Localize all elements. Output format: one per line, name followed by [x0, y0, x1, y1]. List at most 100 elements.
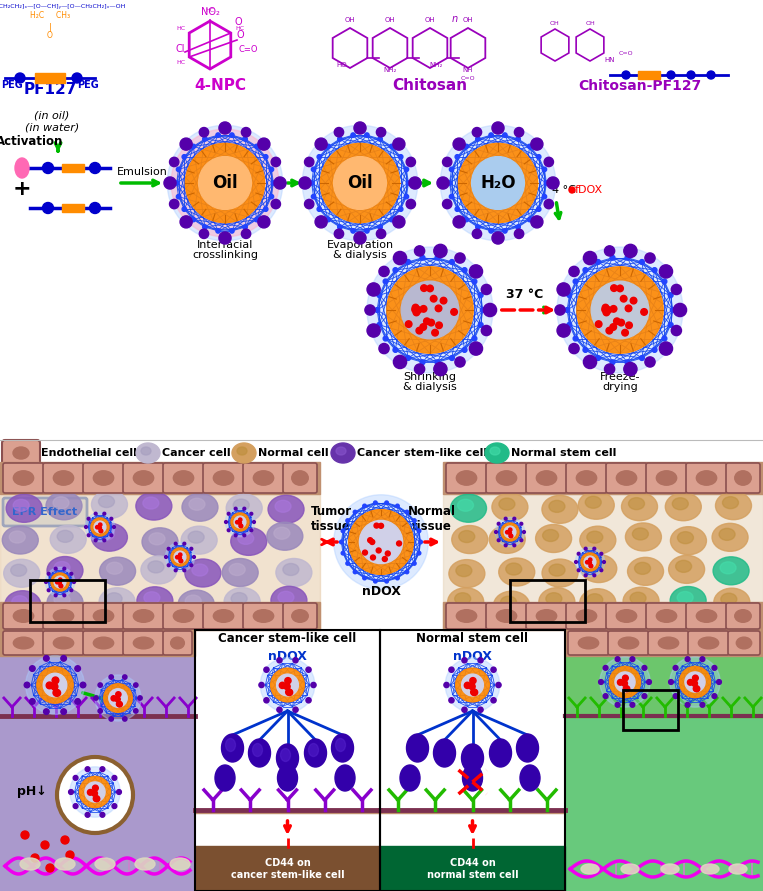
Circle shape [255, 217, 259, 222]
Ellipse shape [144, 592, 160, 604]
Circle shape [602, 305, 609, 311]
Circle shape [415, 307, 422, 314]
Circle shape [520, 522, 523, 525]
Circle shape [602, 307, 608, 313]
Circle shape [414, 364, 425, 374]
Circle shape [712, 666, 716, 670]
Circle shape [462, 267, 467, 273]
Circle shape [625, 360, 630, 364]
Circle shape [111, 696, 116, 701]
Circle shape [85, 782, 105, 802]
Circle shape [610, 306, 617, 312]
Circle shape [165, 556, 167, 559]
Ellipse shape [712, 523, 748, 552]
Circle shape [385, 551, 390, 556]
Circle shape [98, 523, 102, 527]
Circle shape [501, 523, 519, 541]
Circle shape [514, 229, 523, 239]
Circle shape [54, 576, 66, 588]
Circle shape [104, 683, 132, 712]
Circle shape [362, 550, 368, 555]
Circle shape [241, 229, 251, 239]
Circle shape [203, 225, 207, 229]
Circle shape [513, 544, 516, 547]
Circle shape [639, 356, 644, 361]
Text: C=O: C=O [238, 45, 258, 54]
Circle shape [190, 564, 193, 567]
Circle shape [346, 519, 349, 522]
Circle shape [393, 138, 405, 151]
Ellipse shape [188, 531, 204, 544]
Ellipse shape [621, 864, 639, 874]
Ellipse shape [276, 559, 312, 586]
Circle shape [285, 677, 291, 683]
Circle shape [37, 666, 73, 703]
Circle shape [667, 71, 675, 79]
Circle shape [472, 336, 477, 341]
Ellipse shape [136, 492, 172, 520]
Circle shape [334, 127, 343, 137]
Circle shape [54, 594, 57, 597]
Ellipse shape [455, 593, 471, 605]
Circle shape [481, 325, 491, 336]
Ellipse shape [492, 493, 528, 521]
Circle shape [176, 168, 181, 172]
Circle shape [276, 674, 298, 696]
Circle shape [583, 267, 588, 273]
Circle shape [481, 307, 485, 313]
Circle shape [271, 158, 281, 167]
Ellipse shape [54, 593, 70, 606]
Circle shape [56, 581, 59, 584]
Circle shape [662, 279, 667, 284]
Circle shape [639, 259, 644, 265]
Circle shape [396, 504, 399, 508]
Ellipse shape [542, 559, 578, 587]
Ellipse shape [149, 533, 165, 544]
Ellipse shape [677, 592, 693, 603]
Circle shape [286, 690, 293, 696]
Circle shape [85, 767, 90, 772]
Ellipse shape [13, 470, 34, 486]
Ellipse shape [106, 593, 122, 605]
Circle shape [326, 217, 330, 222]
Ellipse shape [13, 499, 29, 511]
Circle shape [387, 266, 473, 353]
Circle shape [263, 155, 268, 159]
Ellipse shape [670, 586, 706, 615]
Circle shape [509, 528, 512, 531]
Text: Normal
tissue: Normal tissue [408, 505, 456, 533]
Circle shape [103, 539, 106, 542]
Ellipse shape [137, 587, 173, 615]
Circle shape [497, 522, 500, 525]
Circle shape [625, 305, 632, 312]
Ellipse shape [714, 588, 750, 617]
Bar [0, 494, 320, 630]
FancyBboxPatch shape [726, 603, 760, 629]
Ellipse shape [716, 492, 752, 519]
Circle shape [462, 347, 467, 352]
Ellipse shape [494, 591, 530, 619]
Circle shape [585, 560, 589, 564]
Circle shape [478, 707, 483, 712]
Circle shape [449, 356, 454, 361]
Circle shape [277, 707, 282, 712]
Ellipse shape [182, 494, 218, 521]
Ellipse shape [185, 559, 221, 587]
Circle shape [625, 256, 630, 260]
Circle shape [489, 133, 494, 137]
Circle shape [420, 360, 425, 364]
Circle shape [432, 330, 439, 336]
Circle shape [700, 657, 705, 662]
Circle shape [346, 561, 349, 565]
Circle shape [622, 71, 630, 79]
Ellipse shape [275, 500, 291, 512]
Circle shape [630, 298, 637, 304]
Circle shape [405, 511, 409, 514]
FancyBboxPatch shape [646, 463, 687, 493]
Ellipse shape [517, 734, 539, 762]
Circle shape [443, 200, 452, 208]
Circle shape [30, 699, 35, 704]
FancyBboxPatch shape [608, 631, 649, 655]
Circle shape [600, 568, 603, 572]
Ellipse shape [46, 492, 82, 519]
